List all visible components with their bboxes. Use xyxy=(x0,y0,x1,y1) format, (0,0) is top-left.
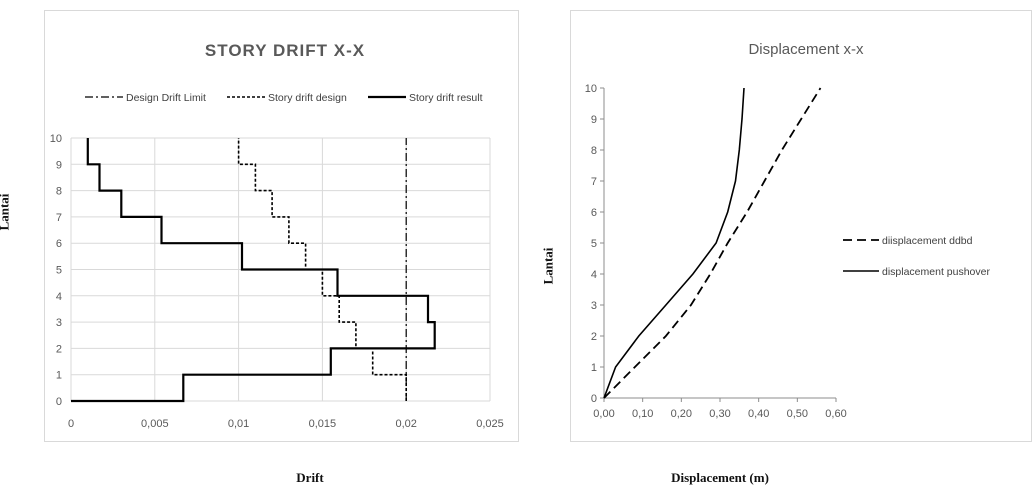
y-tick-label: 8 xyxy=(591,145,597,157)
y-tick-label: 6 xyxy=(56,238,62,250)
y-tick-label: 8 xyxy=(56,186,62,198)
y-tick-label: 2 xyxy=(56,343,62,355)
legend-label-3: Story drift result xyxy=(409,92,483,104)
x-tick-label: 0,02 xyxy=(395,418,416,430)
x-tick-label: 0,025 xyxy=(476,418,504,430)
y-tick-label: 7 xyxy=(56,212,62,224)
x-tick-label: 0,40 xyxy=(748,408,769,420)
y-tick-label: 2 xyxy=(591,331,597,343)
y-tick-label: 5 xyxy=(56,265,62,277)
x-tick-label: 0,20 xyxy=(671,408,692,420)
legend-label-2: Story drift design xyxy=(268,92,347,104)
y-tick-label: 0 xyxy=(56,396,62,408)
x-tick-label: 0,50 xyxy=(787,408,808,420)
y-tick-label: 1 xyxy=(591,362,597,374)
y-tick-label: 7 xyxy=(591,176,597,188)
y-tick-label: 4 xyxy=(591,269,597,281)
y-tick-label: 6 xyxy=(591,207,597,219)
series-line-2 xyxy=(603,87,745,399)
x-tick-label: 0 xyxy=(68,418,74,430)
story-drift-x-axis-label: Drift xyxy=(296,470,324,485)
story-drift-chart: 0 0,005 0,01 0,015 0,02 0,025 0 1 2 3 4 5 6 7 8 9 10 STOR… xyxy=(50,41,504,430)
displacement-y-axis-label: Lantai xyxy=(540,247,556,285)
x-tick-label: 0,00 xyxy=(593,408,614,420)
chart-title: Displacement x-x xyxy=(748,41,864,58)
displacement-chart: 0,00 0,10 0,20 0,30 0,40 0,50 0,60 0 1 2 3 4 5 6 7 8 9 10… xyxy=(585,41,991,420)
x-tick-label: 0,60 xyxy=(825,408,846,420)
y-tick-label: 3 xyxy=(591,300,597,312)
y-tick-label: 10 xyxy=(50,133,62,145)
series-line-1 xyxy=(603,87,822,399)
series-line-3 xyxy=(71,138,436,403)
displacement-x-axis-label: Displacement (m) xyxy=(671,470,769,485)
y-tick-label: 3 xyxy=(56,317,62,329)
y-tick-label: 4 xyxy=(56,291,62,303)
story-drift-chart-panel: 0 0,005 0,01 0,015 0,02 0,025 0 1 2 3 4 5 6 7 8 9 10 STOR… xyxy=(44,10,519,442)
x-tick-label: 0,10 xyxy=(632,408,653,420)
x-tick-label: 0,015 xyxy=(309,418,337,430)
y-tick-label: 5 xyxy=(591,238,597,250)
y-tick-label: 9 xyxy=(591,114,597,126)
legend-label-1: Design Drift Limit xyxy=(126,92,206,104)
legend-label-2: displacement pushover xyxy=(882,266,990,278)
x-tick-label: 0,01 xyxy=(228,418,249,430)
story-drift-y-axis-label: Lantai xyxy=(0,193,12,231)
displacement-chart-panel: 0,00 0,10 0,20 0,30 0,40 0,50 0,60 0 1 2 3 4 5 6 7 8 9 10… xyxy=(570,10,1032,442)
x-tick-label: 0,30 xyxy=(709,408,730,420)
y-tick-label: 9 xyxy=(56,159,62,171)
y-tick-label: 1 xyxy=(56,370,62,382)
y-tick-label: 10 xyxy=(585,83,597,95)
legend-label-1: diisplacement ddbd xyxy=(882,235,973,247)
chart-title: STORY DRIFT X-X xyxy=(205,41,365,60)
y-tick-label: 0 xyxy=(591,393,597,405)
x-tick-label: 0,005 xyxy=(141,418,169,430)
